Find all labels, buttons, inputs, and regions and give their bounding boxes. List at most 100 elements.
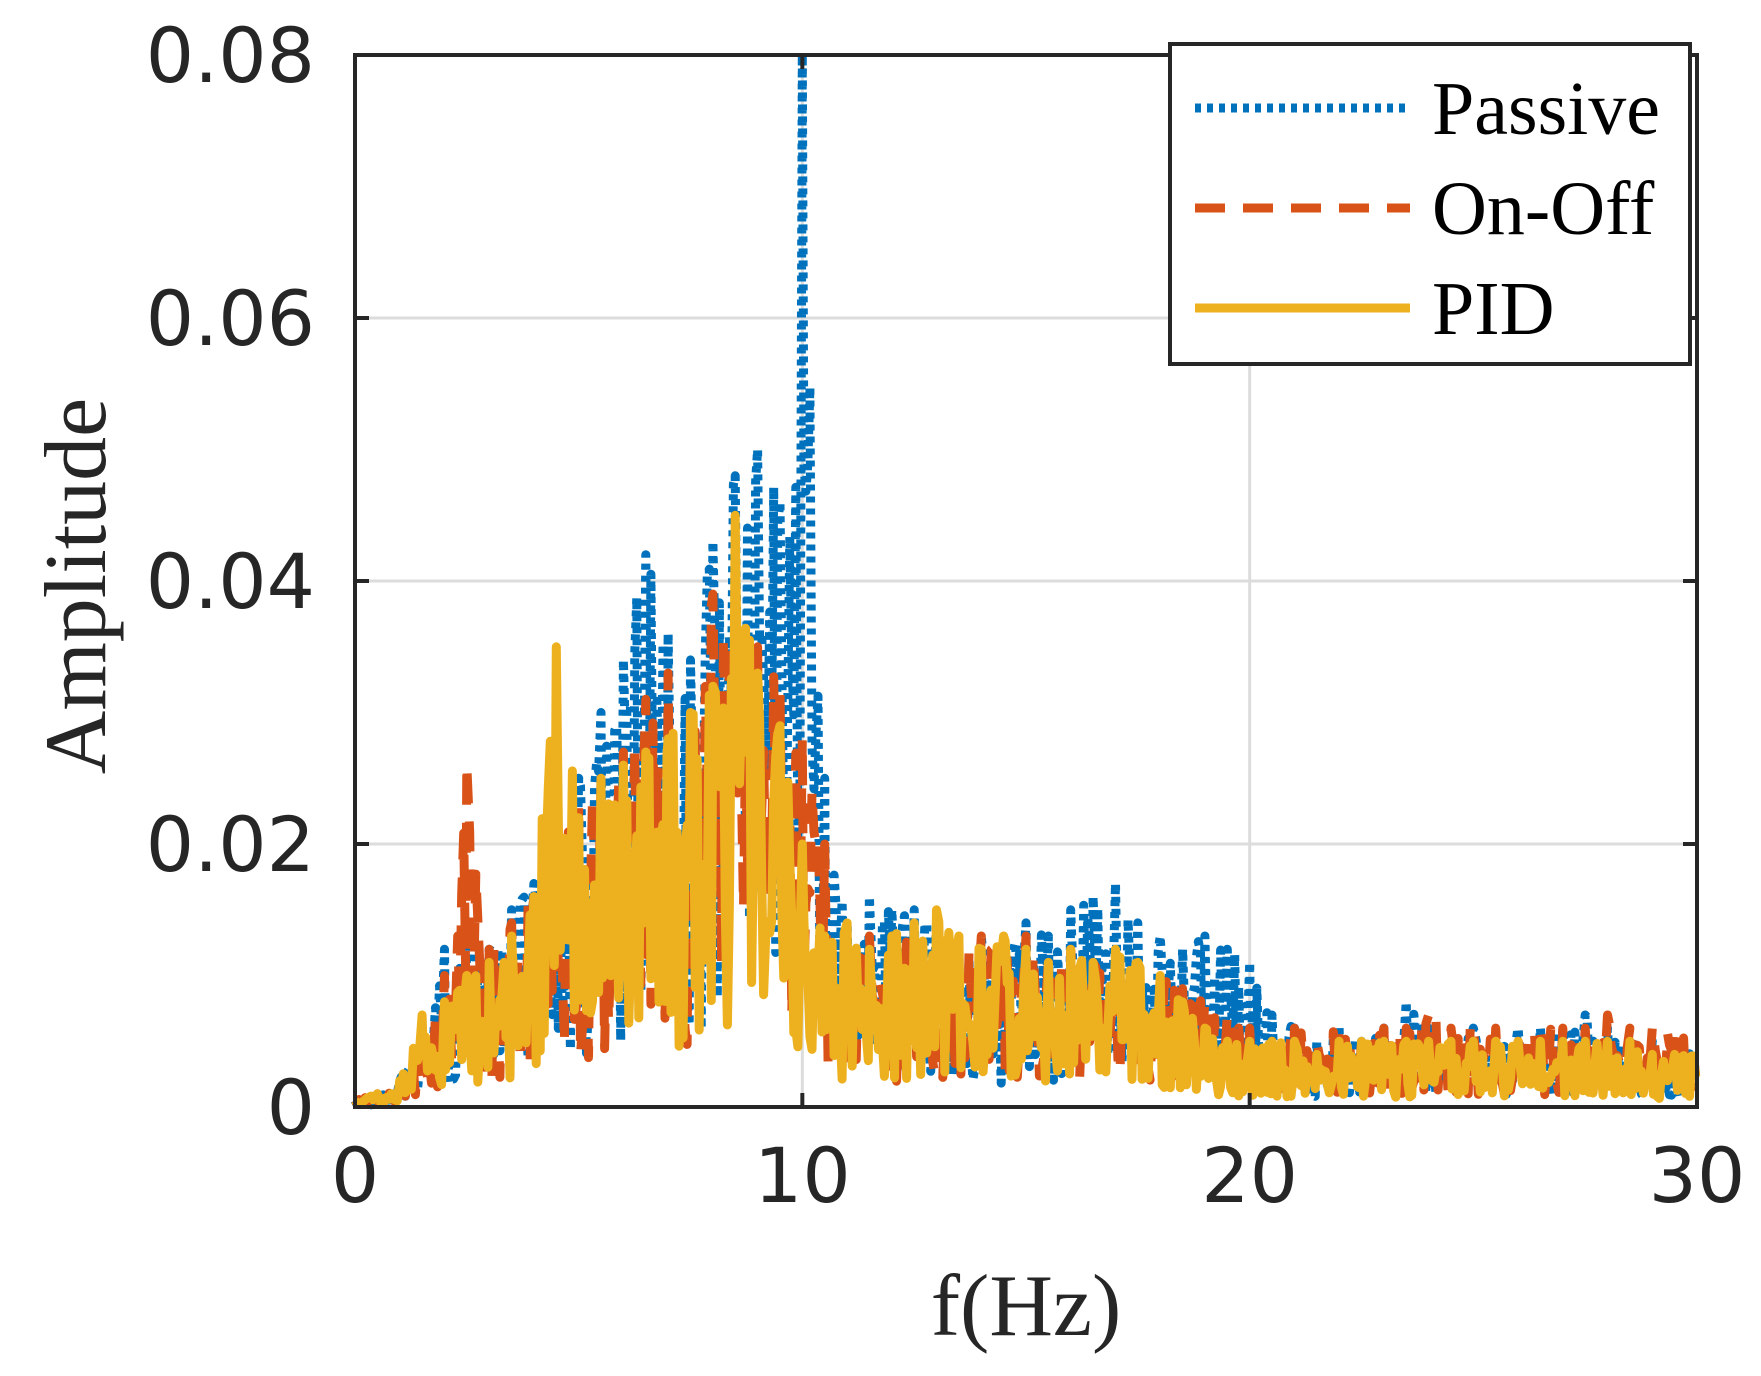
data-point-pid: [1450, 1040, 1452, 1042]
data-point-pid: [936, 909, 938, 911]
data-point-pid: [1047, 961, 1049, 963]
data-point-pid: [712, 685, 714, 687]
data-point-pid: [891, 935, 893, 937]
data-point-on-off: [1539, 1027, 1541, 1029]
data-point-on-off: [1651, 1027, 1653, 1029]
data-point-on-off: [1405, 1027, 1407, 1029]
data-point-passive: [1025, 922, 1027, 924]
legend-label-passive: Passive: [1432, 67, 1660, 151]
data-point-pid: [1137, 961, 1139, 963]
data-point-passive: [622, 659, 624, 661]
data-point-passive: [1584, 1014, 1586, 1016]
data-point-on-off: [1450, 1027, 1452, 1029]
data-point-passive: [734, 475, 736, 477]
series-line-pid: [351, 510, 1701, 1109]
data-point-passive: [757, 449, 759, 451]
data-point-on-off: [667, 672, 669, 674]
data-point-pid: [466, 975, 468, 977]
data-point-passive: [600, 712, 602, 714]
legend-label-pid: PID: [1432, 267, 1554, 351]
data-point-pid: [690, 712, 692, 714]
data-point-on-off: [622, 751, 624, 753]
data-point-pid: [734, 514, 736, 516]
data-point-passive: [667, 633, 669, 635]
data-point-pid: [868, 948, 870, 950]
data-point-pid: [1338, 1040, 1340, 1042]
data-point-pid: [1182, 1001, 1184, 1003]
data-point-pid: [600, 777, 602, 779]
legend: Passive On-Off PID: [1168, 42, 1692, 366]
data-point-pid: [399, 1080, 401, 1082]
data-point-passive: [1137, 922, 1139, 924]
data-point-pid: [1428, 1040, 1430, 1042]
data-point-on-off: [511, 922, 513, 924]
data-point-pid: [1159, 975, 1161, 977]
data-point-pid: [376, 1093, 378, 1095]
data-point-passive: [645, 554, 647, 556]
data-point-pid: [980, 948, 982, 950]
data-point-pid: [1539, 1040, 1541, 1042]
data-point-passive: [533, 882, 535, 884]
data-point-pid: [1114, 948, 1116, 950]
data-point-on-off: [1428, 1014, 1430, 1016]
data-point-pid: [1607, 1040, 1609, 1042]
data-point-on-off: [1607, 1014, 1609, 1016]
data-point-passive: [578, 777, 580, 779]
data-point-on-off: [824, 843, 826, 845]
data-point-pid: [622, 764, 624, 766]
data-point-pid: [1674, 1053, 1676, 1055]
data-point-passive: [1405, 1001, 1407, 1003]
data-point-pid: [443, 1001, 445, 1003]
data-point-pid: [533, 896, 535, 898]
data-point-passive: [1114, 882, 1116, 884]
data-point-passive: [1070, 909, 1072, 911]
data-point-on-off: [1182, 988, 1184, 990]
y-tick-label: 0.08: [146, 11, 315, 100]
data-point-on-off: [1226, 1014, 1228, 1016]
data-point-pid: [421, 1014, 423, 1016]
data-point-pid: [555, 646, 557, 648]
data-point-passive: [868, 896, 870, 898]
data-point-pid: [1293, 1040, 1295, 1042]
x-tick-label: 20: [1201, 1131, 1298, 1220]
data-point-pid: [1517, 1040, 1519, 1042]
data-point-passive: [779, 501, 781, 503]
data-point-on-off: [1495, 1027, 1497, 1029]
data-point-on-off: [757, 646, 759, 648]
data-point-pid: [1271, 1040, 1273, 1042]
data-point-pid: [1003, 935, 1005, 937]
data-point-passive: [1204, 935, 1206, 937]
data-point-pid: [1562, 1040, 1564, 1042]
data-point-pid: [824, 935, 826, 937]
data-point-passive: [1047, 935, 1049, 937]
data-point-pid: [846, 922, 848, 924]
data-point-pid: [1651, 1053, 1653, 1055]
data-point-pid: [1226, 1040, 1228, 1042]
data-point-pid: [1629, 1040, 1631, 1042]
data-point-pid: [1472, 1040, 1474, 1042]
data-point-passive: [824, 777, 826, 779]
data-point-passive: [1182, 948, 1184, 950]
frame-layer: [353, 53, 1699, 1109]
legend-label-on-off: On-Off: [1432, 167, 1655, 251]
data-point-on-off: [1025, 935, 1027, 937]
data-point-on-off: [1584, 1027, 1586, 1029]
data-point-on-off: [1293, 1027, 1295, 1029]
data-point-pid: [1316, 1053, 1318, 1055]
data-point-pid: [1584, 1040, 1586, 1042]
data-point-pid: [578, 817, 580, 819]
data-point-passive: [1092, 896, 1094, 898]
data-point-on-off: [801, 738, 803, 740]
data-point-on-off: [466, 764, 468, 766]
x-tick-label: 30: [1649, 1131, 1746, 1220]
data-point-on-off: [1562, 1027, 1564, 1029]
data-point-on-off: [488, 948, 490, 950]
series-layer: [350, 50, 1701, 1110]
data-point-pid: [488, 961, 490, 963]
y-tick-label: 0: [267, 1063, 315, 1152]
data-point-pid: [1405, 1040, 1407, 1042]
x-axis-title: f(Hz): [931, 1258, 1122, 1355]
data-point-on-off: [779, 685, 781, 687]
data-point-on-off: [1316, 1040, 1318, 1042]
